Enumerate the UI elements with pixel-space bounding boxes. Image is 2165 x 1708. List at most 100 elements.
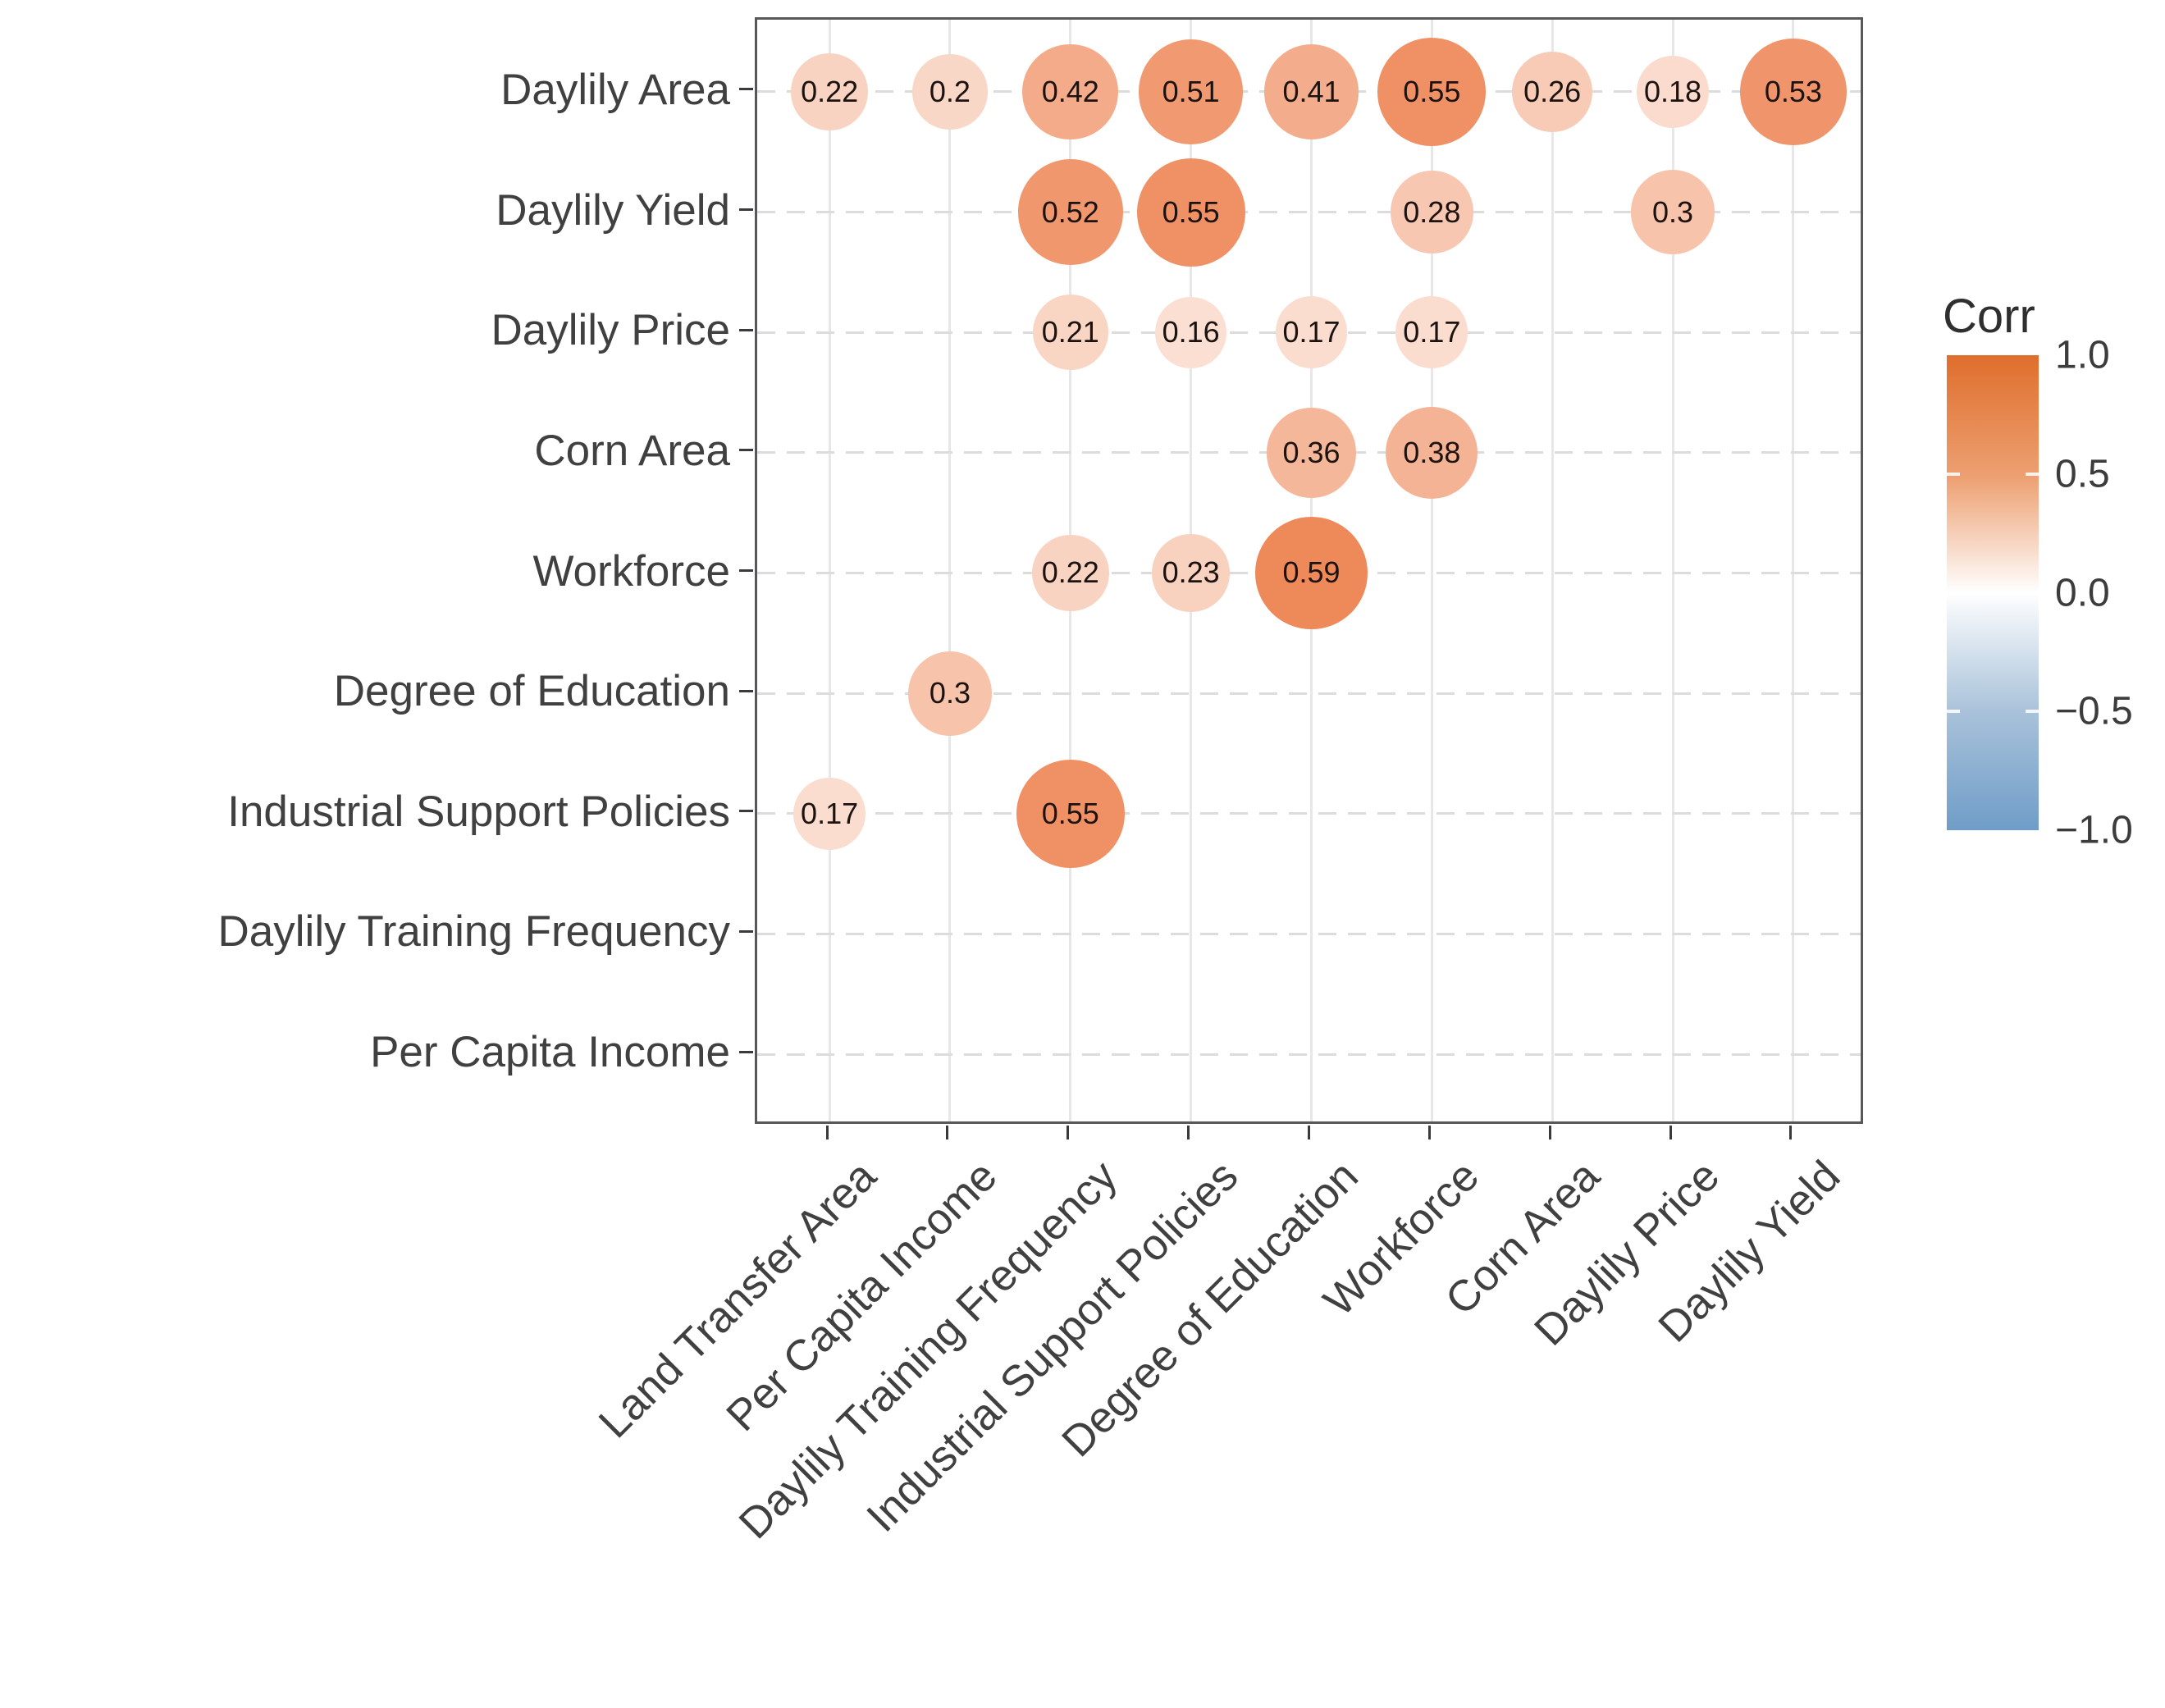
y-axis-label: Daylily Price xyxy=(491,306,730,355)
gridline-horizontal xyxy=(757,812,1861,815)
y-axis-tick xyxy=(739,1050,753,1053)
corr-value: 0.53 xyxy=(1764,74,1822,108)
y-axis-label: Daylily Yield xyxy=(496,185,730,235)
corr-bubble: 0.3 xyxy=(1630,170,1715,254)
corr-bubble: 0.36 xyxy=(1266,407,1357,498)
x-axis-tick xyxy=(1187,1126,1190,1139)
corr-value: 0.17 xyxy=(1403,315,1461,349)
corr-value: 0.3 xyxy=(929,676,971,710)
legend-title: Corr xyxy=(1943,290,2035,343)
corr-value: 0.28 xyxy=(1403,194,1461,229)
y-axis-tick xyxy=(739,449,753,452)
x-axis-tick xyxy=(1427,1126,1431,1139)
legend-bar-tick xyxy=(2026,472,2039,476)
corr-bubble: 0.2 xyxy=(912,54,988,130)
gridline-vertical xyxy=(1792,20,1795,1121)
corr-bubble: 0.26 xyxy=(1512,51,1593,133)
corr-bubble: 0.53 xyxy=(1740,39,1847,145)
corr-value: 0.22 xyxy=(1041,555,1099,590)
x-axis-tick xyxy=(1789,1126,1793,1139)
y-axis-label: Daylily Training Frequency xyxy=(217,907,730,957)
corr-bubble: 0.23 xyxy=(1152,534,1230,612)
corr-bubble: 0.17 xyxy=(1275,296,1348,369)
corr-bubble: 0.52 xyxy=(1017,159,1123,265)
corr-bubble: 0.55 xyxy=(1016,759,1125,868)
y-axis-label: Workforce xyxy=(532,546,730,596)
y-axis-label: Per Capita Income xyxy=(370,1028,730,1077)
corr-bubble: 0.42 xyxy=(1022,43,1119,140)
x-axis-tick xyxy=(1308,1126,1310,1139)
x-axis-tick xyxy=(946,1126,949,1139)
corr-bubble: 0.51 xyxy=(1139,39,1244,144)
corr-value: 0.3 xyxy=(1652,194,1694,229)
x-axis-tick xyxy=(1067,1126,1070,1139)
legend-colorbar xyxy=(1947,355,2039,830)
corr-bubble: 0.55 xyxy=(1377,38,1487,146)
y-axis-tick xyxy=(739,208,753,212)
corr-value: 0.41 xyxy=(1282,74,1341,108)
corr-bubble: 0.28 xyxy=(1391,171,1473,253)
y-axis-label: Daylily Area xyxy=(500,65,730,114)
corr-bubble: 0.21 xyxy=(1032,295,1108,371)
corr-bubble: 0.3 xyxy=(907,651,993,736)
y-axis-label: Degree of Education xyxy=(333,667,730,716)
legend-bar-tick xyxy=(1947,710,1960,714)
corr-bubble: 0.17 xyxy=(793,777,866,850)
corr-value: 0.21 xyxy=(1041,315,1099,349)
gridline-horizontal xyxy=(757,692,1861,695)
corr-value: 0.2 xyxy=(929,74,971,108)
x-axis-tick xyxy=(825,1126,829,1139)
corr-value: 0.22 xyxy=(801,74,859,108)
corr-bubble: 0.55 xyxy=(1136,158,1245,267)
gridline-horizontal xyxy=(757,211,1861,214)
legend-tick-label: 0.5 xyxy=(2055,452,2110,496)
gridline-horizontal xyxy=(757,1053,1861,1056)
y-axis-tick xyxy=(739,689,753,692)
corr-bubble: 0.22 xyxy=(791,53,868,130)
corr-value: 0.17 xyxy=(1282,315,1341,349)
corr-value: 0.59 xyxy=(1282,555,1341,590)
y-axis-tick xyxy=(739,88,753,91)
y-axis-tick xyxy=(739,810,753,813)
gridline-vertical xyxy=(1551,20,1554,1121)
corr-value: 0.18 xyxy=(1643,74,1702,108)
corr-bubble: 0.18 xyxy=(1636,55,1710,129)
corr-value: 0.38 xyxy=(1403,435,1461,469)
corr-bubble: 0.38 xyxy=(1386,406,1478,499)
x-axis-tick xyxy=(1669,1126,1672,1139)
corr-bubble: 0.16 xyxy=(1155,296,1226,368)
corr-bubble: 0.41 xyxy=(1263,44,1359,139)
gridline-vertical xyxy=(1430,20,1433,1121)
y-axis-tick xyxy=(739,328,753,331)
gridline-vertical xyxy=(948,20,952,1121)
corr-bubble: 0.22 xyxy=(1032,534,1109,612)
corr-value: 0.16 xyxy=(1162,315,1220,349)
corr-value: 0.36 xyxy=(1282,435,1341,469)
corr-value: 0.55 xyxy=(1162,194,1220,229)
corr-value: 0.51 xyxy=(1162,74,1220,108)
legend-tick-label: −0.5 xyxy=(2055,689,2133,733)
x-axis-tick xyxy=(1548,1126,1551,1139)
legend-tick-label: −1.0 xyxy=(2055,808,2133,852)
y-axis-tick xyxy=(739,929,753,933)
corr-value: 0.55 xyxy=(1403,74,1461,108)
gridline-vertical xyxy=(1671,20,1674,1121)
plot-panel: 0.22 0.2 0.42 0.51 0.41 0.55 0.26 0.18 0.53 0.52 0… xyxy=(755,17,1863,1124)
legend-tick-label: 1.0 xyxy=(2055,333,2110,377)
corr-value: 0.52 xyxy=(1041,194,1099,229)
legend-tick-label: 0.0 xyxy=(2055,571,2110,614)
corr-bubble: 0.59 xyxy=(1255,517,1368,629)
corr-bubble: 0.17 xyxy=(1395,296,1468,369)
corr-value: 0.17 xyxy=(801,796,859,830)
gridline-vertical xyxy=(828,20,831,1121)
legend-bar-tick xyxy=(1947,472,1960,476)
y-axis-label: Corn Area xyxy=(534,426,730,475)
legend-bar-tick xyxy=(2026,710,2039,714)
y-axis-tick xyxy=(739,569,753,572)
corr-value: 0.26 xyxy=(1523,74,1582,108)
y-axis-label: Industrial Support Policies xyxy=(227,787,730,836)
corr-value: 0.23 xyxy=(1162,555,1220,590)
gridline-horizontal xyxy=(757,932,1861,935)
corr-value: 0.42 xyxy=(1041,74,1099,108)
